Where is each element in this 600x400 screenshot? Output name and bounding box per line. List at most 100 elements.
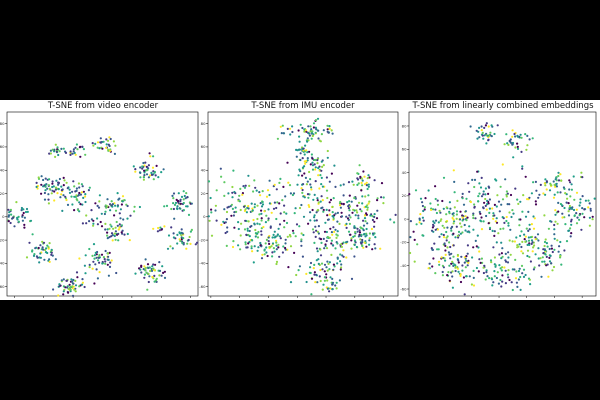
scatter-point <box>462 276 465 279</box>
scatter-point <box>520 245 523 249</box>
scatter-point <box>521 210 524 213</box>
scatter-point <box>72 278 75 282</box>
scatter-point <box>356 183 359 186</box>
scatter-point <box>15 201 18 204</box>
scatter-point <box>451 270 454 273</box>
scatter-point <box>287 266 290 269</box>
scatter-point <box>379 247 382 250</box>
scatter-point <box>325 208 328 211</box>
scatter-point <box>80 283 84 286</box>
scatter-point <box>295 148 298 151</box>
scatter-point <box>180 228 183 231</box>
scatter-point <box>507 276 510 279</box>
scatter-point <box>98 194 101 197</box>
scatter-point <box>499 227 502 231</box>
scatter-point <box>257 246 260 249</box>
scatter-point <box>280 132 283 135</box>
scatter-point <box>329 198 333 201</box>
scatter-point <box>464 266 467 269</box>
scatter-point <box>313 271 316 274</box>
scatter-point <box>491 207 494 210</box>
scatter-point <box>553 183 556 186</box>
scatter-point <box>353 226 356 229</box>
scatter-point <box>78 285 81 288</box>
scatter-point <box>338 279 341 282</box>
scatter-point <box>71 285 74 288</box>
scatter-point <box>506 273 509 276</box>
scatter-point <box>316 281 319 284</box>
scatter-point <box>457 270 460 273</box>
scatter-point <box>35 181 38 184</box>
scatter-point <box>23 216 26 219</box>
scatter-point <box>246 246 249 249</box>
scatter-point <box>546 245 549 248</box>
scatter-point <box>76 148 79 151</box>
scatter-point <box>468 225 471 228</box>
scatter-point <box>7 220 10 223</box>
scatter-point <box>215 189 218 192</box>
scatter-point <box>517 269 521 273</box>
scatter-point <box>480 195 484 198</box>
scatter-point <box>353 239 357 242</box>
scatter-point <box>538 193 541 196</box>
scatter-point <box>148 174 152 177</box>
scatter-point <box>503 143 506 146</box>
scatter-point <box>362 170 365 173</box>
scatter-point <box>180 195 184 198</box>
scatter-point <box>56 192 59 195</box>
scatter-point <box>307 139 310 142</box>
scatter-point <box>362 246 365 249</box>
scatter-point <box>251 209 254 212</box>
scatter-point <box>316 230 319 233</box>
scatter-point <box>239 248 242 251</box>
scatter-point <box>21 219 24 222</box>
scatter-point <box>334 228 337 231</box>
scatter-point <box>537 257 540 260</box>
scatter-point <box>300 232 303 235</box>
scatter-point <box>71 203 74 206</box>
y-tick-label: 40 <box>402 170 407 175</box>
scatter-point <box>153 269 156 272</box>
scatter-point <box>40 175 43 178</box>
scatter-point <box>316 117 320 120</box>
scatter-point <box>109 223 112 226</box>
scatter-point <box>501 198 505 201</box>
scatter-point <box>91 142 94 145</box>
scatter-point <box>569 195 572 198</box>
scatter-point <box>564 192 567 195</box>
scatter-point <box>182 198 185 201</box>
scatter-point <box>305 280 308 284</box>
scatter-point <box>487 222 490 225</box>
scatter-point <box>480 125 483 128</box>
scatter-point <box>499 267 502 270</box>
scatter-point <box>83 264 86 267</box>
scatter-point <box>76 276 79 279</box>
scatter-point <box>323 247 326 250</box>
scatter-point <box>503 266 506 269</box>
scatter-point <box>328 213 331 216</box>
scatter-point <box>489 131 492 134</box>
scatter-point <box>350 277 354 280</box>
scatter-point <box>42 178 45 182</box>
scatter-point <box>532 268 536 271</box>
scatter-point <box>348 222 351 225</box>
scatter-point <box>345 226 348 229</box>
scatter-point <box>316 250 319 253</box>
scatter-point <box>271 251 274 254</box>
scatter-point <box>319 254 323 257</box>
scatter-point <box>515 236 518 239</box>
scatter-point <box>128 239 131 242</box>
scatter-point <box>307 132 311 135</box>
scatter-point <box>514 135 517 138</box>
scatter-point <box>121 200 124 203</box>
scatter-point <box>152 263 155 266</box>
scatter-point <box>179 200 182 203</box>
scatter-point <box>429 202 432 205</box>
scatter-point <box>479 261 482 264</box>
scatter-point <box>314 131 317 134</box>
scatter-point <box>442 207 445 210</box>
scatter-point <box>260 257 264 260</box>
scatter-point <box>310 277 314 280</box>
scatter-point <box>453 206 456 209</box>
scatter-point <box>181 232 184 235</box>
